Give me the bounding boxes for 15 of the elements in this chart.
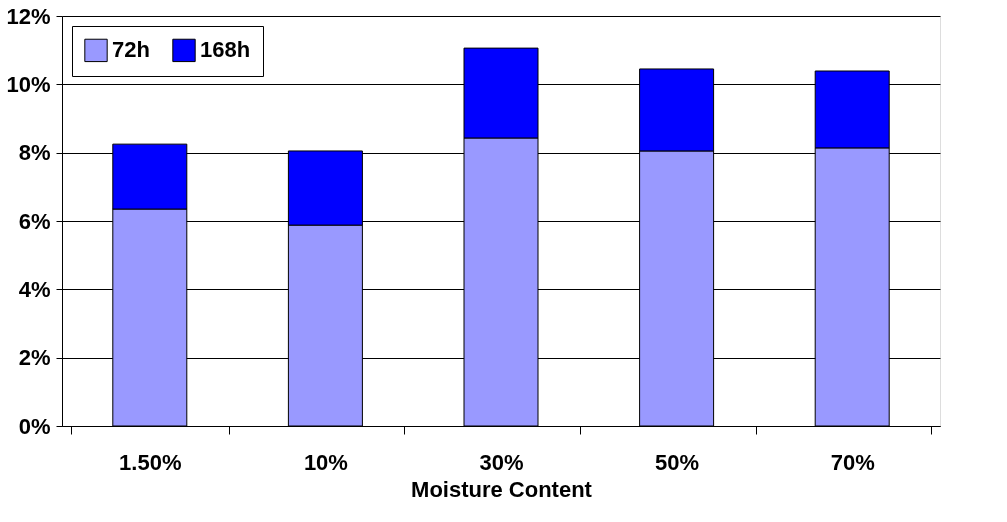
x-tick-label: 50% (655, 449, 700, 475)
x-tick-label: 70% (830, 449, 875, 475)
y-tick-label: 2% (18, 345, 51, 371)
y-tick-label: 8% (18, 140, 51, 166)
x-tick-label: 10% (303, 449, 348, 475)
y-tick-label: 12% (6, 3, 51, 29)
legend-label: 72h (112, 37, 150, 63)
legend-label: 168h (200, 37, 251, 63)
x-axis-title: Moisture Content (411, 476, 593, 502)
y-tick-label: 6% (18, 208, 51, 234)
x-tick-label: 30% (479, 449, 524, 475)
x-tick-label: 1.50% (119, 449, 182, 475)
y-tick-label: 0% (18, 413, 51, 439)
y-tick-label: 4% (18, 276, 51, 302)
y-tick-label: 10% (6, 71, 51, 97)
